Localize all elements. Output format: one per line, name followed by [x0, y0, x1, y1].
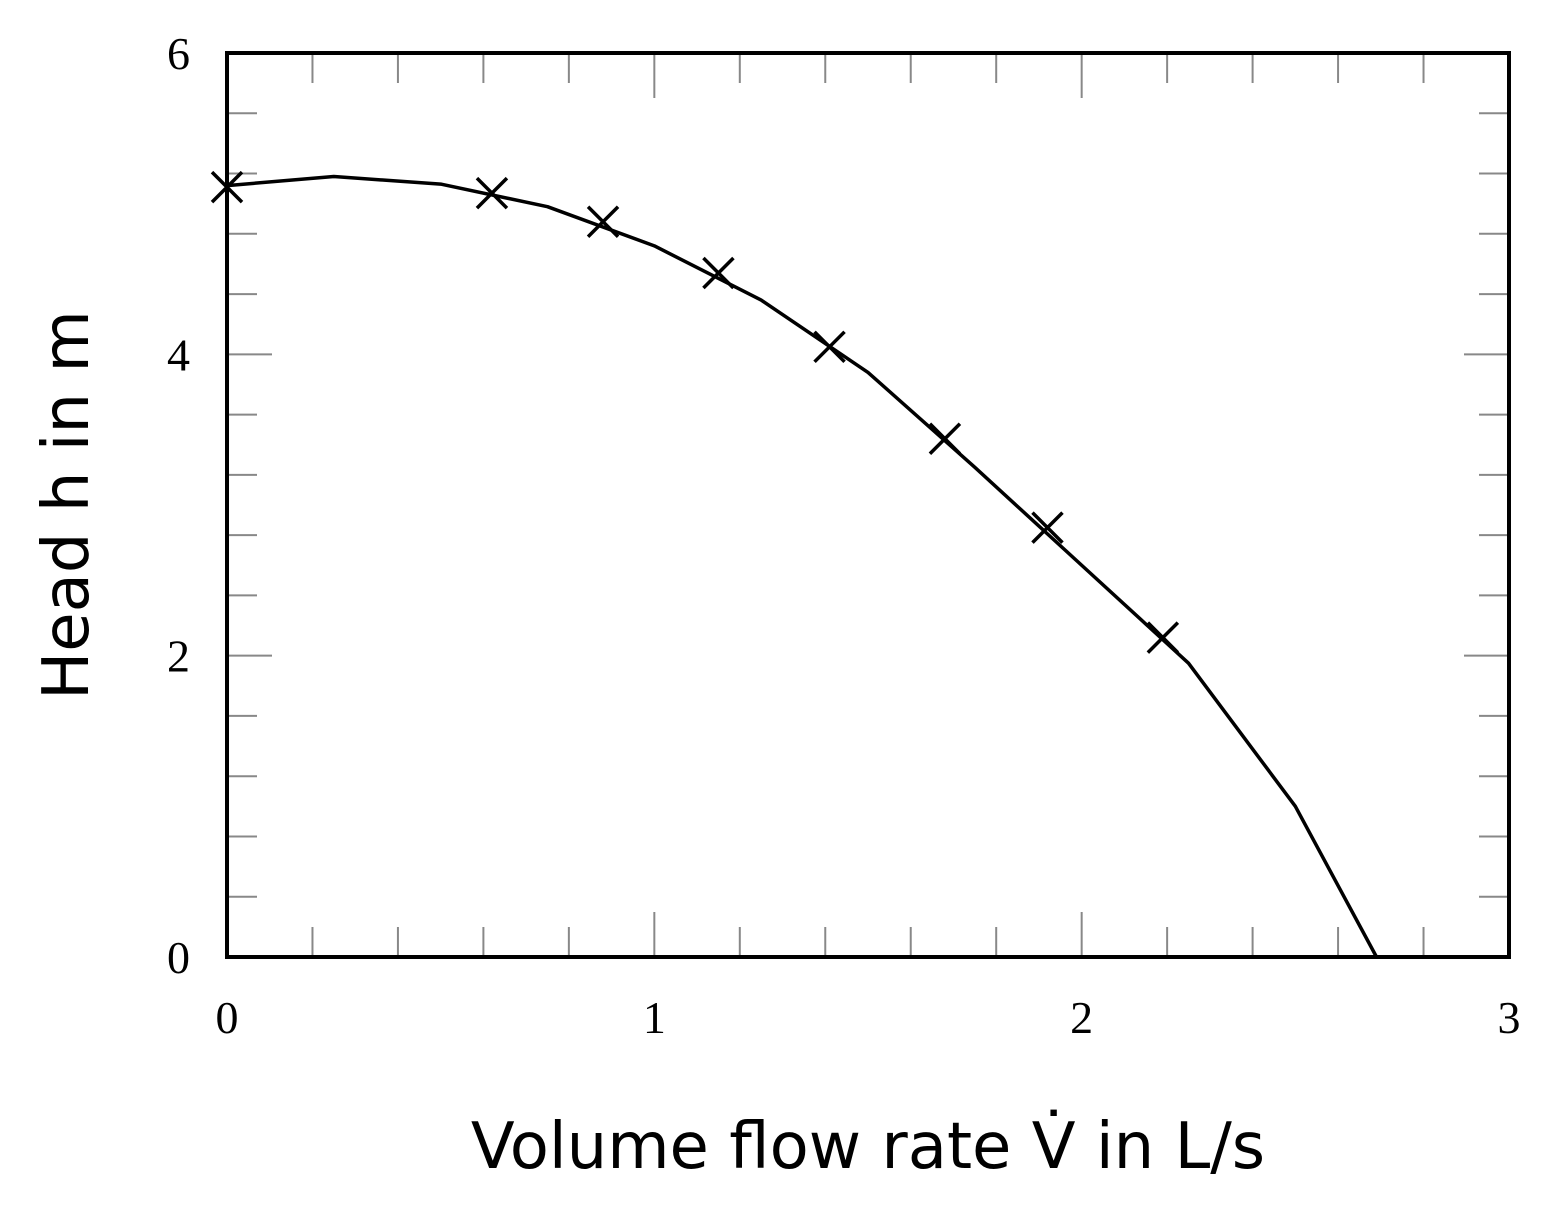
y-tick-label: 0	[167, 932, 190, 983]
x-tick-label: 1	[643, 992, 666, 1043]
fit-curve	[226, 174, 1379, 958]
y-axis-label: Head h in m	[30, 310, 104, 700]
data-point	[1031, 511, 1064, 544]
x-axis-label: Volume flow rate V̇ in L/s	[471, 1108, 1265, 1184]
y-tick-label: 4	[167, 329, 190, 380]
data-point	[210, 170, 244, 204]
plot-frame	[225, 51, 1511, 959]
y-tick-label: 2	[167, 631, 190, 682]
x-tick-label: 3	[1498, 992, 1521, 1043]
y-tick-label: 6	[167, 28, 190, 79]
x-tick-label: 0	[216, 992, 239, 1043]
data-point	[475, 176, 509, 210]
x-tick-label: 2	[1070, 992, 1093, 1043]
